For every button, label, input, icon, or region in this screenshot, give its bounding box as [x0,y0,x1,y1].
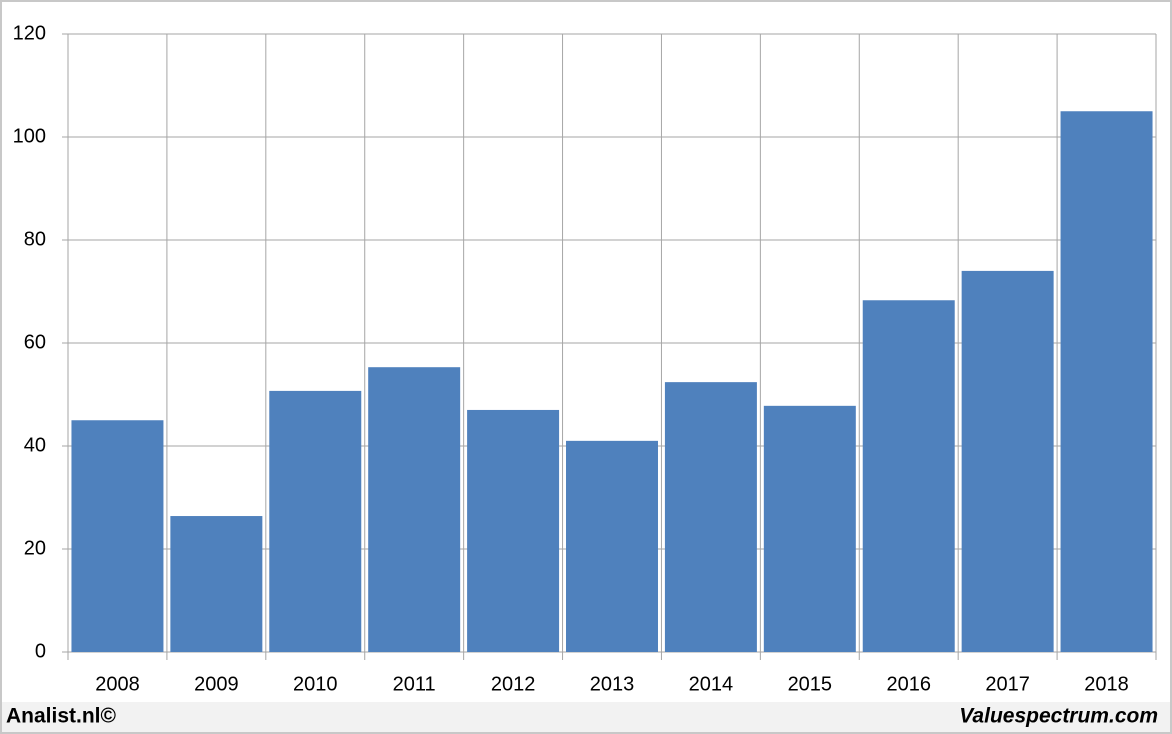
x-tick-label: 2018 [1084,673,1129,695]
x-tick-label: 2011 [393,673,436,695]
x-tick-label: 2017 [985,673,1030,695]
bar [763,405,856,652]
footer-left: Analist.nl© [6,705,117,728]
bar [71,420,164,652]
y-tick-label: 100 [13,125,46,147]
y-tick-label: 80 [24,228,46,250]
x-tick-label: 2013 [590,673,635,695]
y-tick-label: 20 [24,537,46,559]
bar [961,270,1054,652]
footer-band [2,702,1170,732]
y-tick-label: 0 [35,640,46,662]
bar [1060,111,1153,652]
x-tick-label: 2008 [95,673,140,695]
x-tick-label: 2014 [689,673,734,695]
x-tick-label: 2012 [491,673,536,695]
bar [664,382,757,652]
bar [862,300,955,652]
bar [170,516,263,652]
y-tick-label: 40 [24,434,46,456]
x-tick-label: 2015 [788,673,833,695]
bar [269,390,362,652]
y-tick-label: 120 [13,22,46,44]
bar [467,409,560,652]
bar [566,440,658,652]
y-tick-label: 60 [24,331,46,353]
x-tick-label: 2016 [886,673,931,695]
bar [368,367,461,652]
x-tick-label: 2009 [194,673,239,695]
footer-right: Valuespectrum.com [959,705,1158,728]
x-tick-label: 2010 [293,673,338,695]
